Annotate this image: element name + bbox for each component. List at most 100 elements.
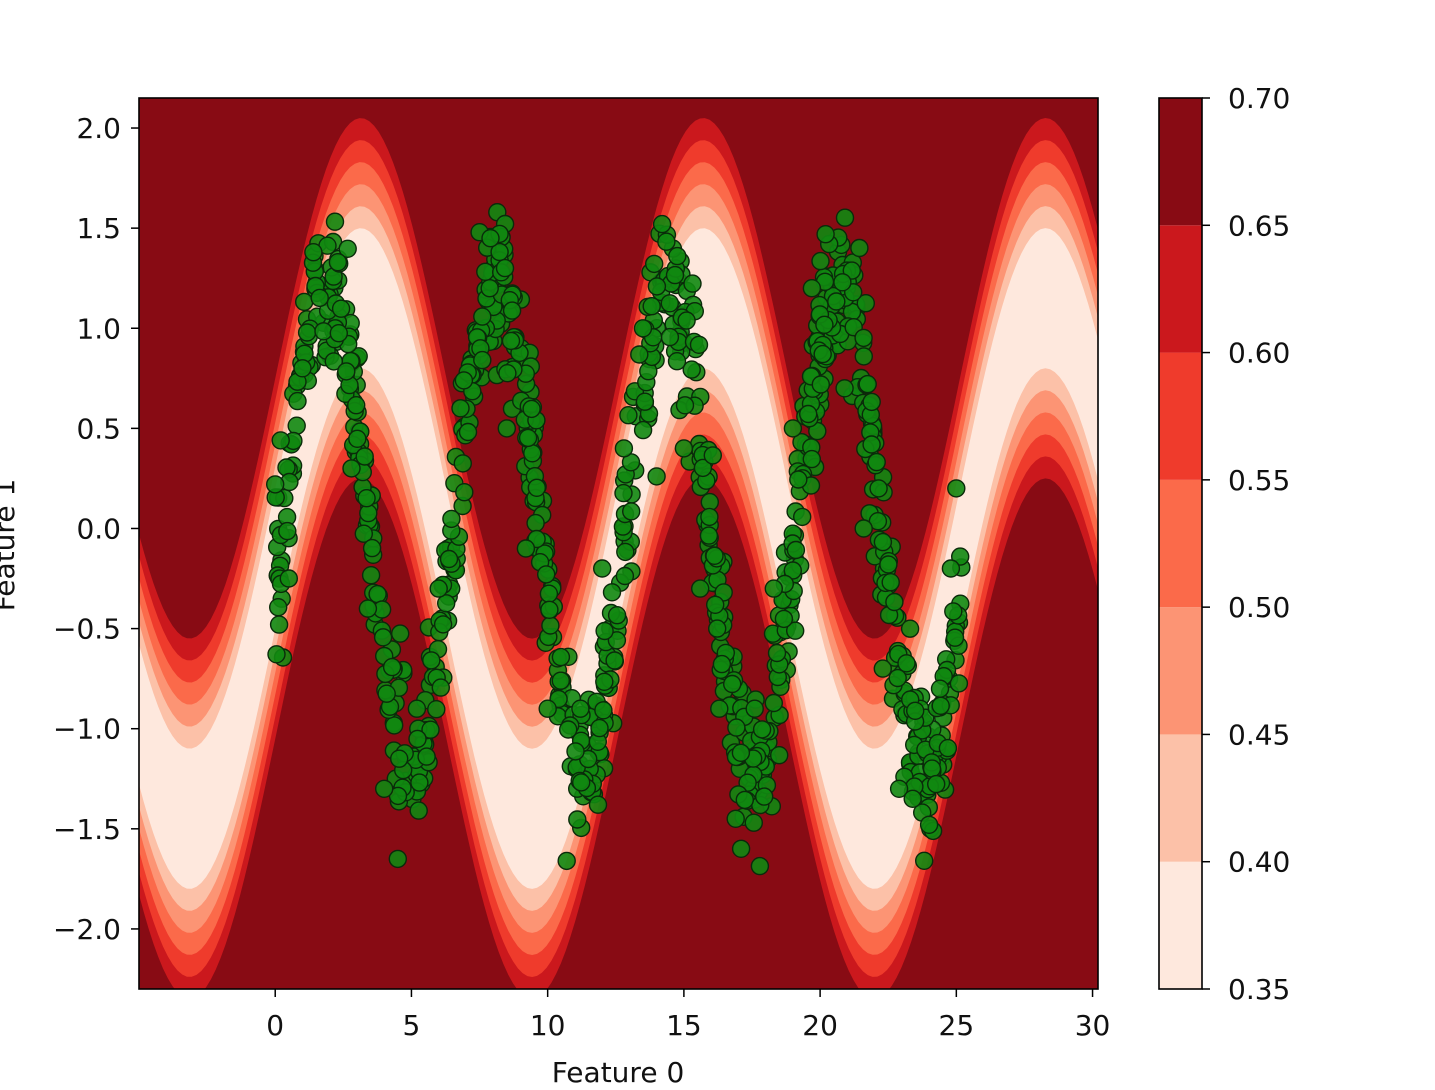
scatter-point [683, 274, 702, 293]
scatter-point [490, 242, 509, 262]
scatter-point [731, 839, 751, 858]
scatter-point [645, 254, 664, 274]
colorbar-tick-label: 0.70 [1228, 82, 1290, 115]
y-tick-label: −2.0 [53, 913, 121, 946]
scatter-point [410, 773, 429, 792]
scatter-point [850, 238, 869, 258]
colorbar [1158, 97, 1203, 990]
scatter-point [495, 258, 515, 278]
scatter-point [427, 700, 446, 719]
scatter-point [657, 232, 676, 251]
scatter-point [594, 701, 613, 720]
scatter-point [881, 573, 900, 592]
scatter-point [607, 606, 627, 625]
scatter-point [885, 592, 904, 612]
scatter-point [919, 815, 939, 834]
scatter-point [502, 301, 522, 320]
scatter-point [710, 699, 729, 718]
scatter-point [498, 364, 517, 383]
scatter-point [945, 628, 965, 647]
contour-band-0 [139, 228, 1098, 889]
scatter-point [355, 447, 374, 466]
scatter-point [473, 307, 492, 326]
scatter-point [947, 479, 966, 498]
scatter-point [538, 699, 557, 718]
scatter-point [595, 621, 614, 641]
scatter-point [677, 311, 696, 330]
scatter-point [337, 362, 356, 381]
scatter-point [764, 693, 783, 713]
scatter-point [385, 716, 404, 735]
scatter-point [331, 299, 351, 318]
scatter-point [271, 431, 290, 450]
scatter-point [557, 851, 576, 871]
scatter-point [635, 392, 655, 411]
y-tick-label: 0.5 [76, 412, 121, 445]
scatter-point [269, 598, 288, 617]
scatter-point [689, 335, 709, 354]
scatter-point [297, 323, 317, 342]
scatter-point [368, 584, 387, 604]
scatter-point [726, 809, 745, 828]
scatter-point [922, 759, 942, 778]
scatter-point [862, 435, 881, 454]
scatter-point [454, 371, 474, 390]
y-tick-label: 0.0 [76, 512, 121, 545]
scatter-point [539, 584, 559, 603]
x-tick-label: 10 [530, 1009, 566, 1042]
scatter-point [408, 729, 427, 749]
scatter-point [417, 747, 436, 766]
scatter-point [497, 419, 516, 438]
x-axis: 0 5 10 15 20 25 30 [266, 989, 1110, 1042]
scatter-point [813, 344, 832, 364]
scatter-point [862, 392, 881, 412]
colorbar-segment [1159, 861, 1202, 989]
scatter-point [357, 489, 376, 508]
colorbar-segment [1159, 225, 1202, 353]
scatter-point [526, 513, 545, 533]
scatter-point [856, 294, 875, 313]
scatter-point [723, 674, 742, 694]
scatter-point [789, 470, 808, 489]
scatter-point [453, 454, 472, 473]
scatter-point [667, 352, 687, 371]
scatter-point [854, 519, 873, 538]
scatter-point [382, 657, 402, 677]
x-axis-label: Feature 0 [552, 1056, 685, 1089]
scatter-point [439, 549, 459, 569]
scatter-point [660, 294, 679, 313]
scatter-point [675, 396, 695, 415]
scatter-point [480, 279, 499, 298]
scatter-point [745, 699, 764, 718]
scatter-point [833, 273, 852, 292]
scatter-point [815, 315, 834, 334]
scatter-point [619, 406, 638, 425]
scatter-point [516, 539, 536, 558]
scatter-point [854, 328, 873, 348]
scatter-point [903, 789, 922, 808]
scatter-point [551, 647, 571, 667]
scatter-point [391, 624, 410, 643]
scatter-point [622, 502, 641, 521]
y-tick-label: 1.5 [76, 212, 121, 245]
scatter-point [786, 621, 805, 640]
scatter-point [354, 524, 373, 543]
scatter-point [647, 277, 667, 296]
scatter-point [451, 399, 470, 418]
scatter-point [750, 856, 770, 876]
scatter-point [279, 569, 298, 588]
scatter-point [944, 602, 963, 621]
x-tick-label: 5 [403, 1009, 421, 1042]
scatter-point [375, 779, 394, 798]
colorbar-tick-label: 0.60 [1228, 337, 1290, 370]
scatter-point [266, 475, 285, 494]
scatter-point [682, 360, 701, 379]
scatter-point [455, 483, 474, 502]
colorbar-segment [1159, 607, 1202, 735]
scatter-series [266, 202, 971, 876]
scatter-point [527, 478, 546, 497]
scatter-point [522, 399, 541, 419]
scatter-point [476, 262, 495, 281]
x-tick-label: 20 [802, 1009, 838, 1042]
scatter-point [786, 540, 806, 560]
